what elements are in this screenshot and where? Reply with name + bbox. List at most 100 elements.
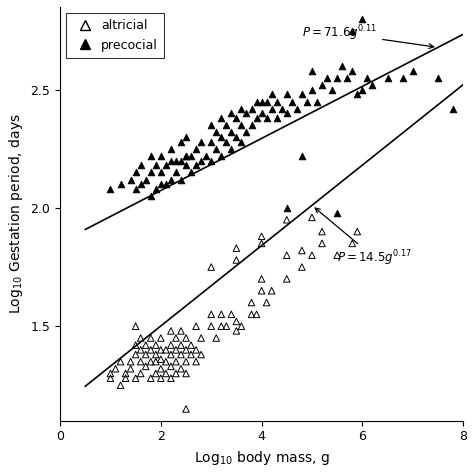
Point <box>152 351 160 358</box>
Point <box>348 240 356 247</box>
Point <box>187 351 195 358</box>
Point <box>212 145 220 153</box>
Point <box>147 192 155 200</box>
Point <box>218 152 225 160</box>
Point <box>233 245 240 252</box>
Point <box>338 62 346 70</box>
Point <box>308 251 316 259</box>
Point <box>122 374 129 382</box>
Point <box>212 128 220 136</box>
Point <box>152 341 160 349</box>
Point <box>237 138 245 146</box>
Point <box>253 310 260 318</box>
Point <box>197 157 205 164</box>
Point <box>228 128 235 136</box>
Point <box>142 363 149 370</box>
Point <box>187 169 195 176</box>
Point <box>208 322 215 330</box>
Point <box>208 157 215 164</box>
Point <box>278 105 285 112</box>
Point <box>187 152 195 160</box>
Point <box>172 334 180 342</box>
Point <box>308 67 316 74</box>
Point <box>112 365 119 373</box>
Point <box>208 310 215 318</box>
Point <box>308 86 316 93</box>
Legend: altricial, precocial: altricial, precocial <box>66 13 164 58</box>
Point <box>258 287 265 294</box>
Point <box>157 356 164 363</box>
Point <box>298 152 306 160</box>
Point <box>177 365 185 373</box>
Point <box>318 81 326 89</box>
Point <box>283 216 291 224</box>
Point <box>187 341 195 349</box>
Point <box>258 275 265 283</box>
Point <box>152 185 160 193</box>
Point <box>369 81 376 89</box>
Point <box>167 341 175 349</box>
Point <box>283 251 291 259</box>
Point <box>258 240 265 247</box>
Point <box>298 91 306 98</box>
Point <box>177 351 185 358</box>
Point <box>218 114 225 122</box>
Point <box>434 74 442 82</box>
Point <box>132 374 139 382</box>
Point <box>237 105 245 112</box>
Point <box>253 98 260 105</box>
Point <box>157 169 164 176</box>
Point <box>268 287 275 294</box>
Point <box>288 98 296 105</box>
Point <box>177 157 185 164</box>
Point <box>157 346 164 354</box>
Point <box>243 109 250 117</box>
Point <box>364 74 371 82</box>
Point <box>117 181 124 188</box>
Point <box>258 233 265 240</box>
Point <box>283 109 291 117</box>
Point <box>137 162 145 169</box>
Point <box>147 152 155 160</box>
Point <box>152 370 160 377</box>
Point <box>197 138 205 146</box>
Point <box>117 358 124 365</box>
Point <box>303 98 310 105</box>
Point <box>117 382 124 389</box>
Point <box>192 322 200 330</box>
Point <box>318 228 326 236</box>
Point <box>172 346 180 354</box>
Point <box>354 228 361 236</box>
Point <box>228 145 235 153</box>
Point <box>208 263 215 271</box>
Point <box>147 374 155 382</box>
Point <box>132 169 139 176</box>
Point <box>172 358 180 365</box>
Point <box>222 121 230 129</box>
Point <box>222 138 230 146</box>
Point <box>122 370 129 377</box>
Point <box>182 346 190 354</box>
Point <box>162 370 170 377</box>
Point <box>162 346 170 354</box>
Text: $P = 14.5g^{0.17}$: $P = 14.5g^{0.17}$ <box>315 208 412 268</box>
Point <box>127 365 135 373</box>
Point <box>182 152 190 160</box>
Point <box>328 86 336 93</box>
Point <box>167 176 175 183</box>
Point <box>157 152 164 160</box>
Point <box>233 327 240 335</box>
Point <box>233 318 240 325</box>
Point <box>167 145 175 153</box>
Point <box>182 334 190 342</box>
Text: $P = 71.6g^{0.11}$: $P = 71.6g^{0.11}$ <box>302 24 434 48</box>
Point <box>157 365 164 373</box>
Point <box>283 204 291 212</box>
Point <box>237 322 245 330</box>
Point <box>248 299 255 306</box>
Point <box>107 370 114 377</box>
Point <box>233 133 240 141</box>
Point <box>399 74 406 82</box>
Point <box>253 114 260 122</box>
Point <box>132 322 139 330</box>
